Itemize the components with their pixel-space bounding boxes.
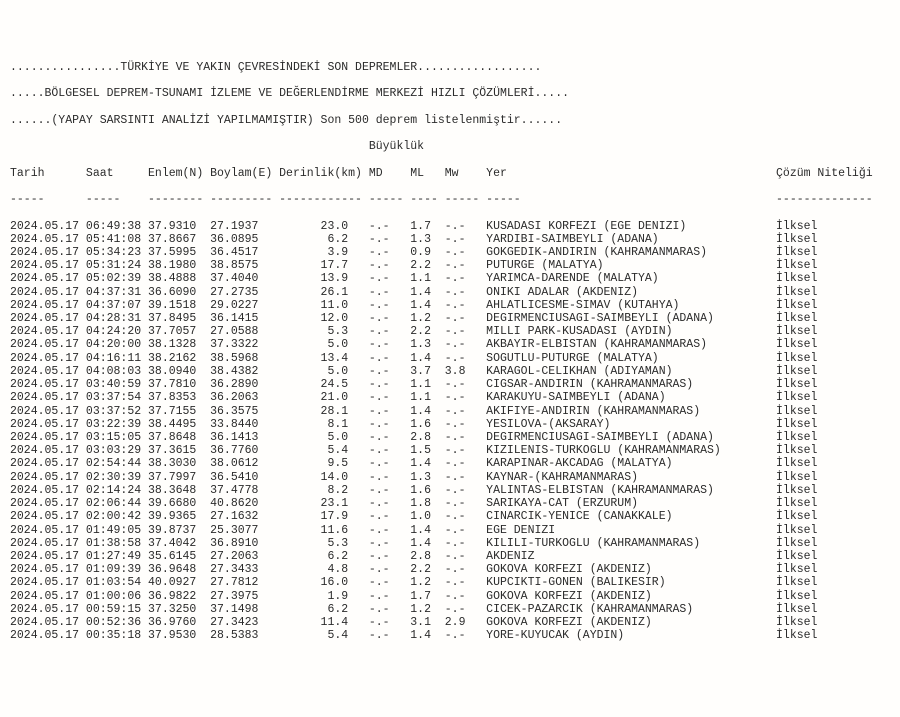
table-row: 2024.05.17 04:37:31 36.6090 27.2735 26.1… <box>10 286 890 299</box>
table-row: 2024.05.17 00:35:18 37.9530 28.5383 5.4 … <box>10 629 890 642</box>
column-headers: Tarih Saat Enlem(N) Boylam(E) Derinlik(k… <box>10 167 890 180</box>
table-row: 2024.05.17 02:54:44 38.3030 38.0612 9.5 … <box>10 457 890 470</box>
column-underline: ----- ----- -------- --------- ---------… <box>10 193 890 206</box>
table-row: 2024.05.17 05:02:39 38.4888 37.4040 13.9… <box>10 272 890 285</box>
table-row: 2024.05.17 04:16:11 38.2162 38.5968 13.4… <box>10 352 890 365</box>
table-row: 2024.05.17 01:00:06 36.9822 27.3975 1.9 … <box>10 590 890 603</box>
header-line-2: .....BÖLGESEL DEPREM-TSUNAMI İZLEME VE D… <box>10 87 890 100</box>
table-row: 2024.05.17 02:06:44 39.6680 40.8620 23.1… <box>10 497 890 510</box>
table-row: 2024.05.17 04:20:00 38.1328 37.3322 5.0 … <box>10 338 890 351</box>
table-row: 2024.05.17 05:31:24 38.1980 38.8575 17.7… <box>10 259 890 272</box>
table-row: 2024.05.17 03:37:52 37.7155 36.3575 28.1… <box>10 405 890 418</box>
table-row: 2024.05.17 03:15:05 37.8648 36.1413 5.0 … <box>10 431 890 444</box>
table-row: 2024.05.17 02:14:24 38.3648 37.4778 8.2 … <box>10 484 890 497</box>
data-rows: 2024.05.17 06:49:38 37.9310 27.1937 23.0… <box>10 220 890 643</box>
table-row: 2024.05.17 03:37:54 37.8353 36.2063 21.0… <box>10 391 890 404</box>
table-row: 2024.05.17 04:37:07 39.1518 29.0227 11.0… <box>10 299 890 312</box>
table-row: 2024.05.17 04:28:31 37.8495 36.1415 12.0… <box>10 312 890 325</box>
table-row: 2024.05.17 00:52:36 36.9760 27.3423 11.4… <box>10 616 890 629</box>
magnitude-group-label: Büyüklük <box>10 140 890 153</box>
table-row: 2024.05.17 01:38:58 37.4042 36.8910 5.3 … <box>10 537 890 550</box>
table-row: 2024.05.17 03:22:39 38.4495 33.8440 8.1 … <box>10 418 890 431</box>
table-row: 2024.05.17 03:40:59 37.7810 36.2890 24.5… <box>10 378 890 391</box>
table-row: 2024.05.17 05:41:08 37.8667 36.0895 6.2 … <box>10 233 890 246</box>
table-row: 2024.05.17 02:30:39 37.7997 36.5410 14.0… <box>10 471 890 484</box>
table-row: 2024.05.17 05:34:23 37.5995 36.4517 3.9 … <box>10 246 890 259</box>
table-row: 2024.05.17 04:08:03 38.0940 38.4382 5.0 … <box>10 365 890 378</box>
table-row: 2024.05.17 01:09:39 36.9648 27.3433 4.8 … <box>10 563 890 576</box>
table-row: 2024.05.17 01:03:54 40.0927 27.7812 16.0… <box>10 576 890 589</box>
table-row: 2024.05.17 02:00:42 39.9365 27.1632 17.9… <box>10 510 890 523</box>
header-line-1: ................TÜRKİYE VE YAKIN ÇEVRESİ… <box>10 61 890 74</box>
table-row: 2024.05.17 00:59:15 37.3250 37.1498 6.2 … <box>10 603 890 616</box>
table-row: 2024.05.17 03:03:29 37.3615 36.7760 5.4 … <box>10 444 890 457</box>
table-row: 2024.05.17 06:49:38 37.9310 27.1937 23.0… <box>10 220 890 233</box>
table-row: 2024.05.17 01:49:05 39.8737 25.3077 11.6… <box>10 524 890 537</box>
header-line-3: ......(YAPAY SARSINTI ANALİZİ YAPILMAMIŞ… <box>10 114 890 127</box>
table-row: 2024.05.17 01:27:49 35.6145 27.2063 6.2 … <box>10 550 890 563</box>
table-row: 2024.05.17 04:24:20 37.7057 27.0588 5.3 … <box>10 325 890 338</box>
